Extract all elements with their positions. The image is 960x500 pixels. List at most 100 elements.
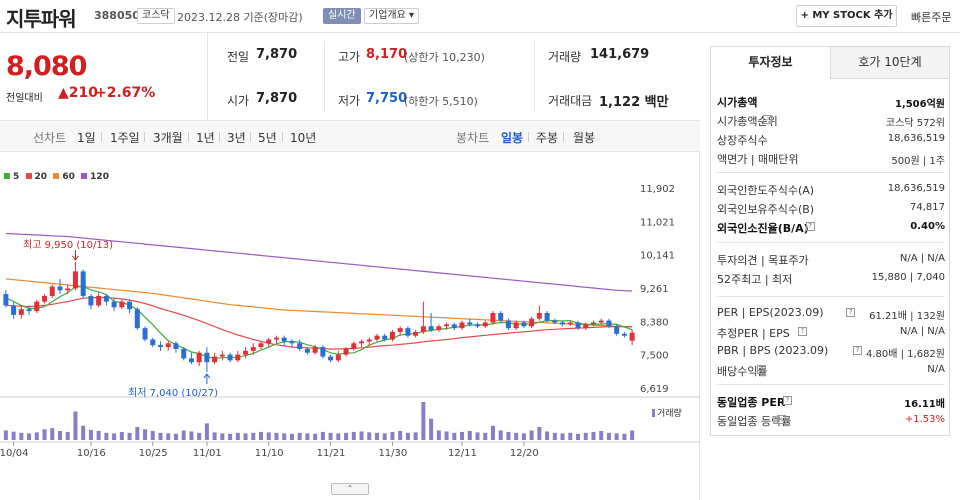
tab-5year[interactable]: 5년 xyxy=(258,131,277,145)
volume-bar xyxy=(11,431,16,440)
add-my-stock-button[interactable]: + MY STOCK 추가 xyxy=(796,5,897,27)
tab-hoga-10[interactable]: 호가 10단계 xyxy=(830,47,949,79)
volume-bar xyxy=(150,430,155,440)
help-icon[interactable]: ? xyxy=(805,222,815,231)
volume-bar xyxy=(204,423,209,440)
volume-bar xyxy=(367,432,372,440)
candle-body xyxy=(621,333,627,336)
candle-body xyxy=(420,326,426,332)
tab-candle-chart[interactable]: 봉차트 xyxy=(456,131,490,145)
candle-body xyxy=(614,326,620,334)
volume-bar xyxy=(320,431,325,440)
tab-weekly[interactable]: 주봉 xyxy=(536,131,559,145)
stock-code: 388050 xyxy=(94,9,140,22)
volume-legend: 거래량 xyxy=(652,406,682,419)
tab-daily[interactable]: 일봉 xyxy=(501,131,524,145)
tab-1year[interactable]: 1년 xyxy=(196,131,215,145)
volume-bar xyxy=(436,430,441,440)
sector-per-label: 동일업종 PER xyxy=(717,396,786,409)
investment-opinion-row: 투자의견 | 목표주가 N/A | N/A xyxy=(717,250,945,268)
tab-monthly[interactable]: 월봉 xyxy=(573,131,596,145)
week52-high-low-value: 15,880 | 7,040 xyxy=(871,272,945,283)
low-annotation: 최저 7,040 (10/27) xyxy=(128,387,218,399)
help-icon[interactable]: ? xyxy=(846,308,856,317)
volume-bar xyxy=(568,432,573,440)
volume-bar xyxy=(228,433,233,440)
tab-1week[interactable]: 1주일 xyxy=(110,131,140,145)
candle-body xyxy=(134,309,140,329)
help-icon[interactable]: ? xyxy=(756,365,766,374)
low-label: 저가 xyxy=(338,94,361,108)
help-icon[interactable]: ? xyxy=(853,346,863,355)
volume-bar xyxy=(405,432,410,440)
volume-bar xyxy=(127,432,132,440)
candle-body xyxy=(567,322,573,325)
y-tick-label: 11,021 xyxy=(640,217,675,228)
volume-bar xyxy=(42,429,47,440)
tab-3month[interactable]: 3개월 xyxy=(153,131,183,145)
candle-body xyxy=(436,326,442,331)
candle-body xyxy=(552,320,558,323)
par-value-unit-row: 액면가 | 매매단위 500원 | 1주 xyxy=(717,149,945,167)
foreign-exhaustion-rate-value: 0.40% xyxy=(910,221,945,232)
chart-scroll-handle[interactable]: ⌃ xyxy=(331,483,369,495)
volume-bar xyxy=(606,432,611,440)
help-icon[interactable]: ? xyxy=(797,327,807,336)
candle-body xyxy=(498,313,504,321)
tab-3year[interactable]: 3년 xyxy=(227,131,246,145)
quote-summary: 전일 7,870 고가 8,170 (상한가 10,230) 거래량 141,6… xyxy=(208,33,700,121)
candle-body xyxy=(598,320,604,323)
volume-bar xyxy=(444,431,449,440)
tab-line-chart[interactable]: 선차트 xyxy=(33,131,67,145)
volume-bar xyxy=(212,432,217,440)
help-icon[interactable]: › xyxy=(763,115,773,124)
realtime-button[interactable]: 실시간 xyxy=(323,8,361,24)
candle-body xyxy=(219,354,225,357)
sector-change-rate-row: 동일업종 등락률 › +1.53% xyxy=(717,411,945,429)
candle-body xyxy=(80,271,86,296)
volume-bar xyxy=(189,431,194,440)
volume-bar xyxy=(197,432,202,440)
candle-body xyxy=(227,354,233,361)
x-tick-label: 10/04 xyxy=(0,448,28,459)
y-tick-label: 11,902 xyxy=(640,184,675,195)
volume-bar xyxy=(81,425,86,440)
candle-body xyxy=(312,347,318,353)
help-icon[interactable]: › xyxy=(777,415,787,424)
volume-value: 141,679 xyxy=(590,47,650,62)
tab-invest-info[interactable]: 투자정보 xyxy=(711,47,830,79)
candle-body xyxy=(65,288,71,291)
volume-bar xyxy=(583,432,588,440)
x-tick-label: 10/16 xyxy=(77,448,106,459)
tab-1day[interactable]: 1일 xyxy=(77,131,96,145)
quick-order-link[interactable]: 빠른주문 xyxy=(911,11,952,24)
high-arrow xyxy=(72,255,79,261)
volume-bar xyxy=(490,425,495,440)
volume-bar xyxy=(521,433,526,440)
tab-10year[interactable]: 10년 xyxy=(290,131,317,145)
ma-legend: 5 20 60 120 xyxy=(4,172,109,182)
high-label: 고가 xyxy=(338,50,361,64)
volume-bar xyxy=(429,418,434,440)
section-divider xyxy=(717,172,945,173)
section-divider xyxy=(717,384,945,385)
pbr-bps-value: 4.80배 | 1,682원 xyxy=(865,349,945,360)
candle-body xyxy=(359,341,365,344)
candle-body xyxy=(111,301,117,308)
volume-bar xyxy=(398,430,403,440)
volume-bar xyxy=(351,431,356,440)
volume-bar xyxy=(591,431,596,440)
par-value-unit-label: 액면가 | 매매단위 xyxy=(717,153,799,166)
week52-high-low-row: 52주최고 | 최저 15,880 | 7,040 xyxy=(717,269,945,287)
help-icon[interactable]: ? xyxy=(782,396,792,405)
candle-body xyxy=(389,331,395,340)
per-eps-label: PER | EPS(2023.09) xyxy=(717,306,824,319)
volume-bar xyxy=(560,433,565,440)
chart-canvas[interactable]: 11,902 11,021 10,141 9,261 8,380 7,500 6,619 최고… xyxy=(0,152,700,500)
volume-bar xyxy=(173,433,178,440)
volume-bar xyxy=(630,430,635,440)
company-overview-dropdown[interactable]: 기업개요 ▾ xyxy=(364,8,420,24)
volume-bar xyxy=(614,433,619,440)
candle-body xyxy=(335,354,341,361)
candle-body xyxy=(258,343,264,348)
